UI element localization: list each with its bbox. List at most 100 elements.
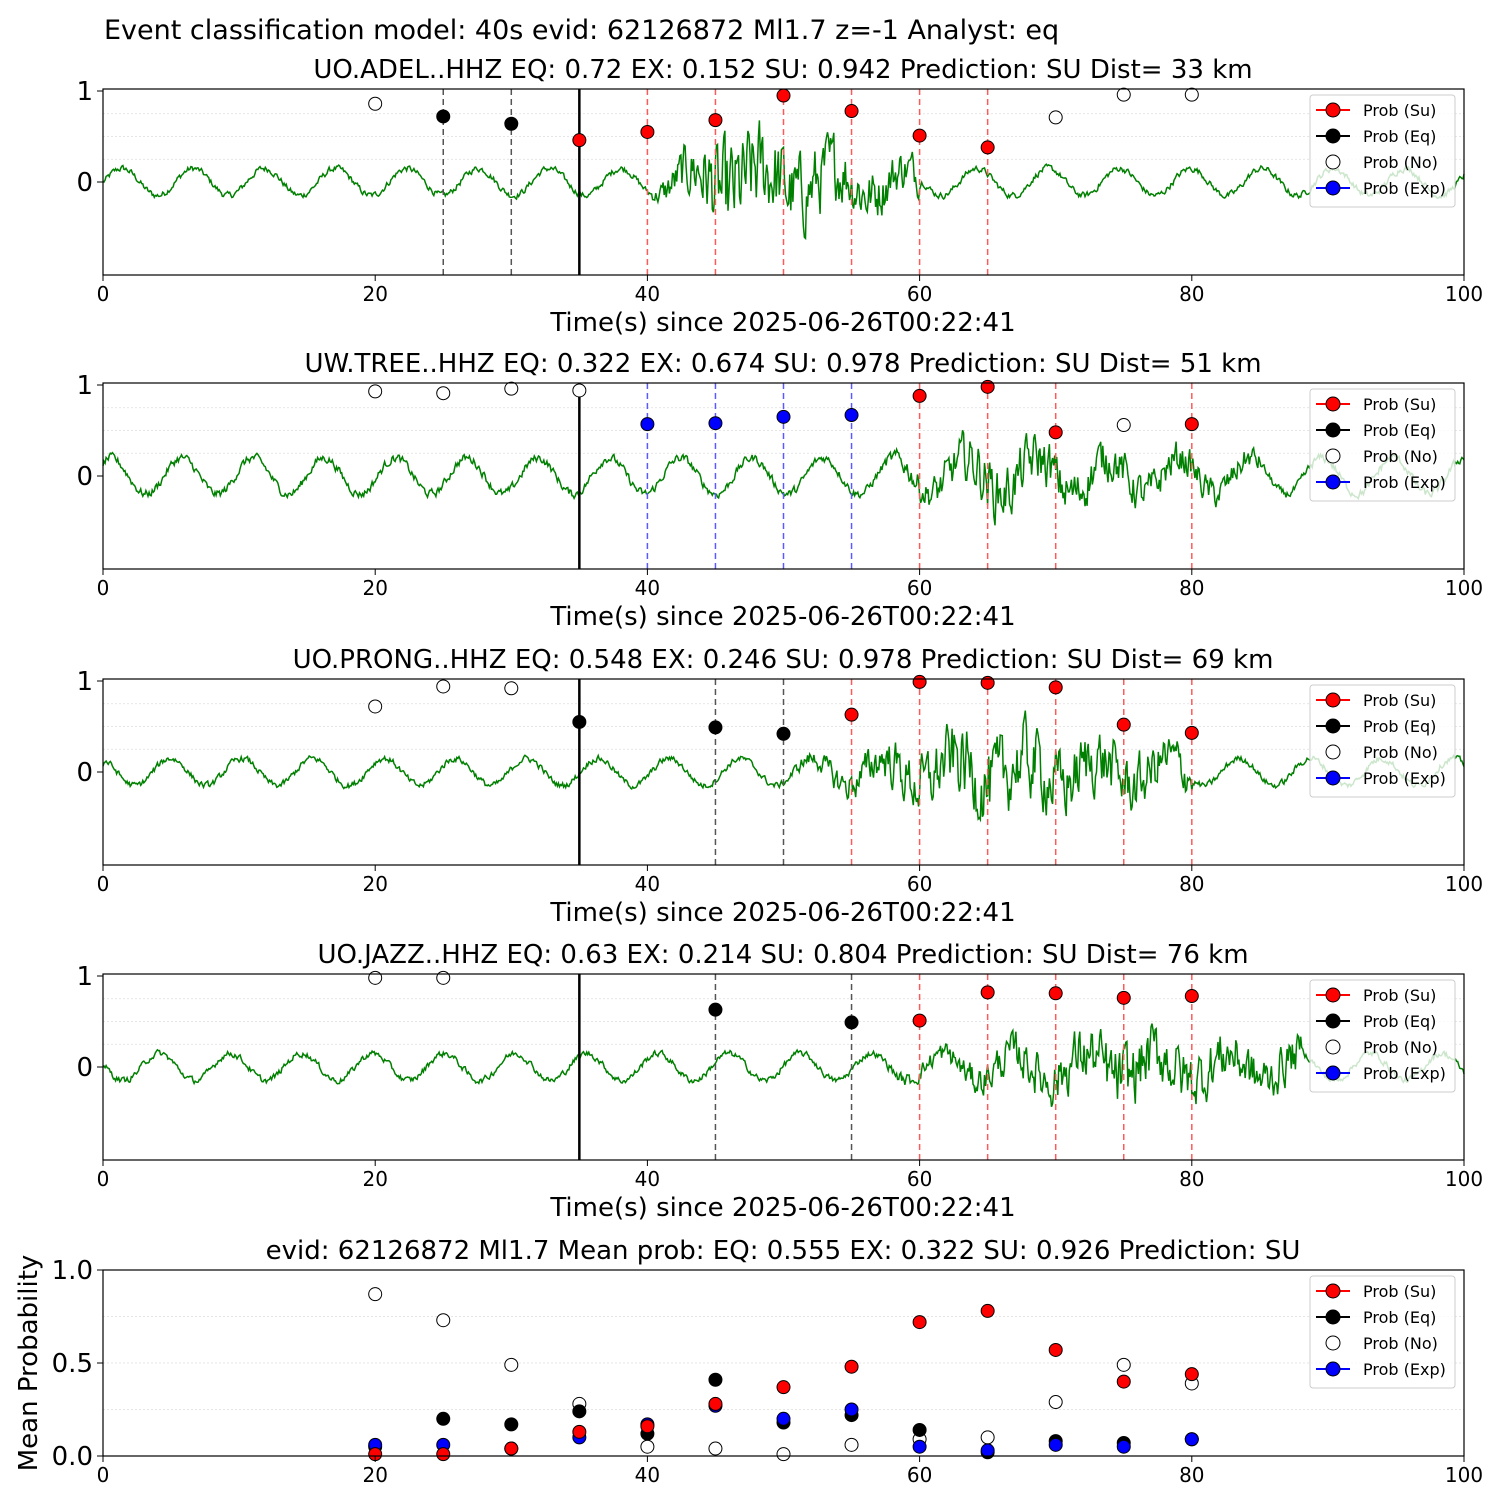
waveform-trace: [102, 1023, 1465, 1108]
mean-marker-no: [776, 1447, 791, 1462]
prob-marker-no: [368, 384, 383, 399]
prob-marker-su: [844, 104, 859, 119]
x-axis-label: Time(s) since 2025-06-26T00:22:41: [549, 898, 1015, 928]
mean-marker-su: [572, 1424, 587, 1439]
waveform-trace: [102, 430, 1465, 526]
legend-marker-eq: [1325, 718, 1341, 734]
xtick-label: 80: [1179, 282, 1204, 306]
prob-marker-su: [912, 674, 927, 689]
prob-marker-su: [776, 88, 791, 103]
prob-marker-su: [640, 124, 655, 139]
prob-marker-su: [980, 379, 995, 394]
legend-box: [1309, 979, 1456, 1093]
prob-marker-eq: [504, 116, 519, 131]
legend-label: Prob (Eq): [1363, 717, 1436, 736]
legend-label: Prob (No): [1363, 153, 1438, 172]
legend-marker-no: [1325, 448, 1341, 464]
ytick-label: 1: [76, 371, 93, 401]
xtick-label: 20: [362, 1463, 387, 1487]
legend-box: [1309, 684, 1456, 798]
prob-marker-no: [1116, 418, 1131, 433]
legend-label: Prob (Su): [1363, 395, 1436, 414]
xtick-label: 100: [1445, 872, 1483, 896]
mean-marker-no: [436, 1313, 451, 1328]
legend-marker-eq: [1325, 1309, 1341, 1325]
mean-probability-panel: 1.0 0.5 0.00 20 40 60 80 100 evid: 62126872 Ml1.…: [14, 1236, 1483, 1487]
xtick-label: 60: [907, 872, 932, 896]
prob-marker-su: [1048, 425, 1063, 440]
legend-label: Prob (No): [1363, 1334, 1438, 1353]
xtick-label: 0: [97, 576, 110, 600]
legend-label: Prob (Eq): [1363, 1308, 1436, 1327]
legend-label: Prob (Exp): [1363, 769, 1446, 788]
xtick-label: 100: [1445, 1167, 1483, 1191]
legend-box: [1309, 1275, 1456, 1389]
prob-marker-no: [436, 679, 451, 694]
mean-marker-exp: [844, 1402, 859, 1417]
prob-marker-su: [1184, 417, 1199, 432]
mean-marker-no: [708, 1441, 723, 1456]
xtick-label: 0: [97, 1167, 110, 1191]
legend-label: Prob (Eq): [1363, 1012, 1436, 1031]
prob-marker-exp: [776, 409, 791, 424]
mean-marker-no: [1048, 1395, 1063, 1410]
ytick-label: 1.0: [52, 1256, 93, 1286]
prob-marker-su: [1116, 717, 1131, 732]
xtick-label: 60: [907, 1167, 932, 1191]
panel-title: UO.ADEL..HHZ EQ: 0.72 EX: 0.152 SU: 0.94…: [313, 55, 1252, 85]
mean-marker-su: [1048, 1342, 1063, 1357]
legend-label: Prob (Exp): [1363, 473, 1446, 492]
prob-marker-eq: [844, 1015, 859, 1030]
prob-marker-no: [1048, 110, 1063, 125]
prob-marker-su: [980, 985, 995, 1000]
xtick-label: 40: [635, 872, 660, 896]
panel-title: UO.PRONG..HHZ EQ: 0.548 EX: 0.246 SU: 0.…: [293, 645, 1274, 675]
x-axis-label: Time(s) since 2025-06-26T00:22:41: [549, 1193, 1015, 1223]
legend-marker-eq: [1325, 1013, 1341, 1029]
ytick-label: 1: [76, 962, 93, 992]
legend-marker-su: [1325, 1283, 1341, 1299]
legend-label: Prob (No): [1363, 1038, 1438, 1057]
xtick-label: 80: [1179, 1167, 1204, 1191]
prob-marker-no: [504, 381, 519, 396]
xtick-label: 0: [97, 872, 110, 896]
prob-marker-eq: [572, 714, 587, 729]
mean-marker-no: [980, 1430, 995, 1445]
mean-marker-eq: [572, 1404, 587, 1419]
xtick-label: 20: [362, 872, 387, 896]
prob-marker-exp: [640, 417, 655, 432]
panel-title: UO.JAZZ..HHZ EQ: 0.63 EX: 0.214 SU: 0.80…: [317, 940, 1248, 970]
xtick-label: 100: [1445, 282, 1483, 306]
prob-marker-no: [1184, 87, 1199, 102]
xtick-label: 80: [1179, 576, 1204, 600]
prob-marker-exp: [708, 416, 723, 431]
ytick-label: 1: [76, 77, 93, 107]
legend-label: Prob (No): [1363, 743, 1438, 762]
legend-marker-exp: [1325, 1065, 1341, 1081]
legend-label: Prob (Su): [1363, 101, 1436, 120]
prob-marker-su: [980, 675, 995, 690]
mean-marker-exp: [912, 1439, 927, 1454]
mean-marker-exp: [776, 1411, 791, 1426]
prob-marker-exp: [844, 408, 859, 423]
xtick-label: 80: [1179, 872, 1204, 896]
mean-marker-no: [640, 1439, 655, 1454]
prob-marker-no: [504, 681, 519, 696]
mean-marker-no: [504, 1357, 519, 1372]
legend-label: Prob (Su): [1363, 1282, 1436, 1301]
legend-label: Prob (Exp): [1363, 1064, 1446, 1083]
prob-marker-su: [912, 128, 927, 143]
ytick-label: 0: [76, 758, 93, 788]
waveform-trace: [102, 120, 1465, 241]
xtick-label: 0: [97, 1463, 110, 1487]
legend-marker-no: [1325, 1335, 1341, 1351]
xtick-label: 20: [362, 1167, 387, 1191]
legend-marker-exp: [1325, 770, 1341, 786]
legend-label: Prob (Su): [1363, 986, 1436, 1005]
ytick-label: 0: [76, 462, 93, 492]
